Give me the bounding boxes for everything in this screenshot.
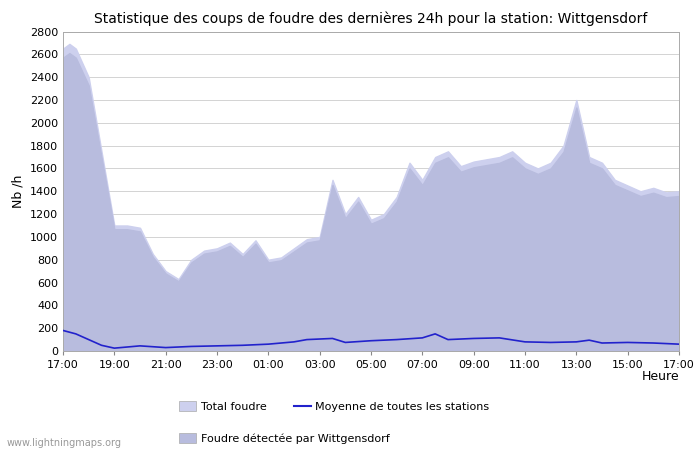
Text: Heure: Heure [641, 370, 679, 383]
Title: Statistique des coups de foudre des dernières 24h pour la station: Wittgensdorf: Statistique des coups de foudre des dern… [94, 12, 648, 26]
Text: www.lightningmaps.org: www.lightningmaps.org [7, 438, 122, 448]
Legend: Foudre détectée par Wittgensdorf: Foudre détectée par Wittgensdorf [179, 433, 389, 444]
Y-axis label: Nb /h: Nb /h [11, 175, 25, 208]
